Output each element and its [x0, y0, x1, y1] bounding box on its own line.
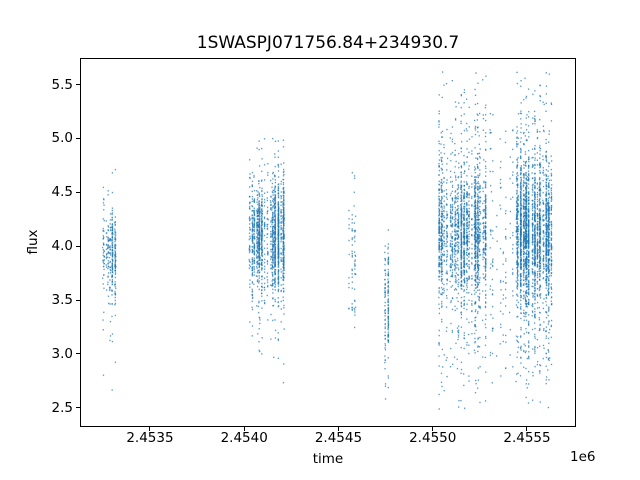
axis-offset-label: 1e6 — [570, 449, 596, 465]
x-tick-label: 2.4540 — [220, 430, 268, 446]
y-axis-tick — [76, 299, 80, 301]
x-tick-label: 2.4545 — [314, 430, 363, 446]
y-tick-label: 3.0 — [51, 345, 73, 362]
y-tick-label: 3.5 — [51, 292, 73, 309]
y-axis-tick — [76, 191, 80, 193]
plot-title: 1SWASPJ071756.84+234930.7 — [196, 33, 460, 53]
y-axis-tick — [76, 84, 80, 86]
y-tick-label: 4.0 — [51, 238, 73, 255]
x-axis-tick — [432, 427, 434, 432]
x-tick-label: 2.4550 — [409, 430, 457, 446]
x-axis-tick — [149, 427, 151, 432]
y-tick-label: 5.0 — [51, 130, 73, 147]
x-axis-tick — [337, 427, 339, 432]
x-axis-tick — [243, 427, 245, 432]
x-tick-label: 2.4555 — [503, 430, 551, 446]
y-axis-tick — [76, 245, 80, 247]
y-axis-label: flux — [25, 229, 41, 255]
x-axis-label: time — [312, 451, 344, 467]
x-tick-label: 2.4535 — [126, 430, 174, 446]
y-tick-label: 5.5 — [51, 76, 73, 93]
y-tick-label: 2.5 — [51, 399, 73, 416]
y-axis-tick — [76, 137, 80, 139]
y-axis-tick — [76, 407, 80, 409]
x-axis-tick — [526, 427, 528, 432]
y-axis-tick — [76, 353, 80, 355]
y-tick-label: 4.5 — [51, 184, 73, 201]
scatter-canvas — [81, 58, 575, 427]
